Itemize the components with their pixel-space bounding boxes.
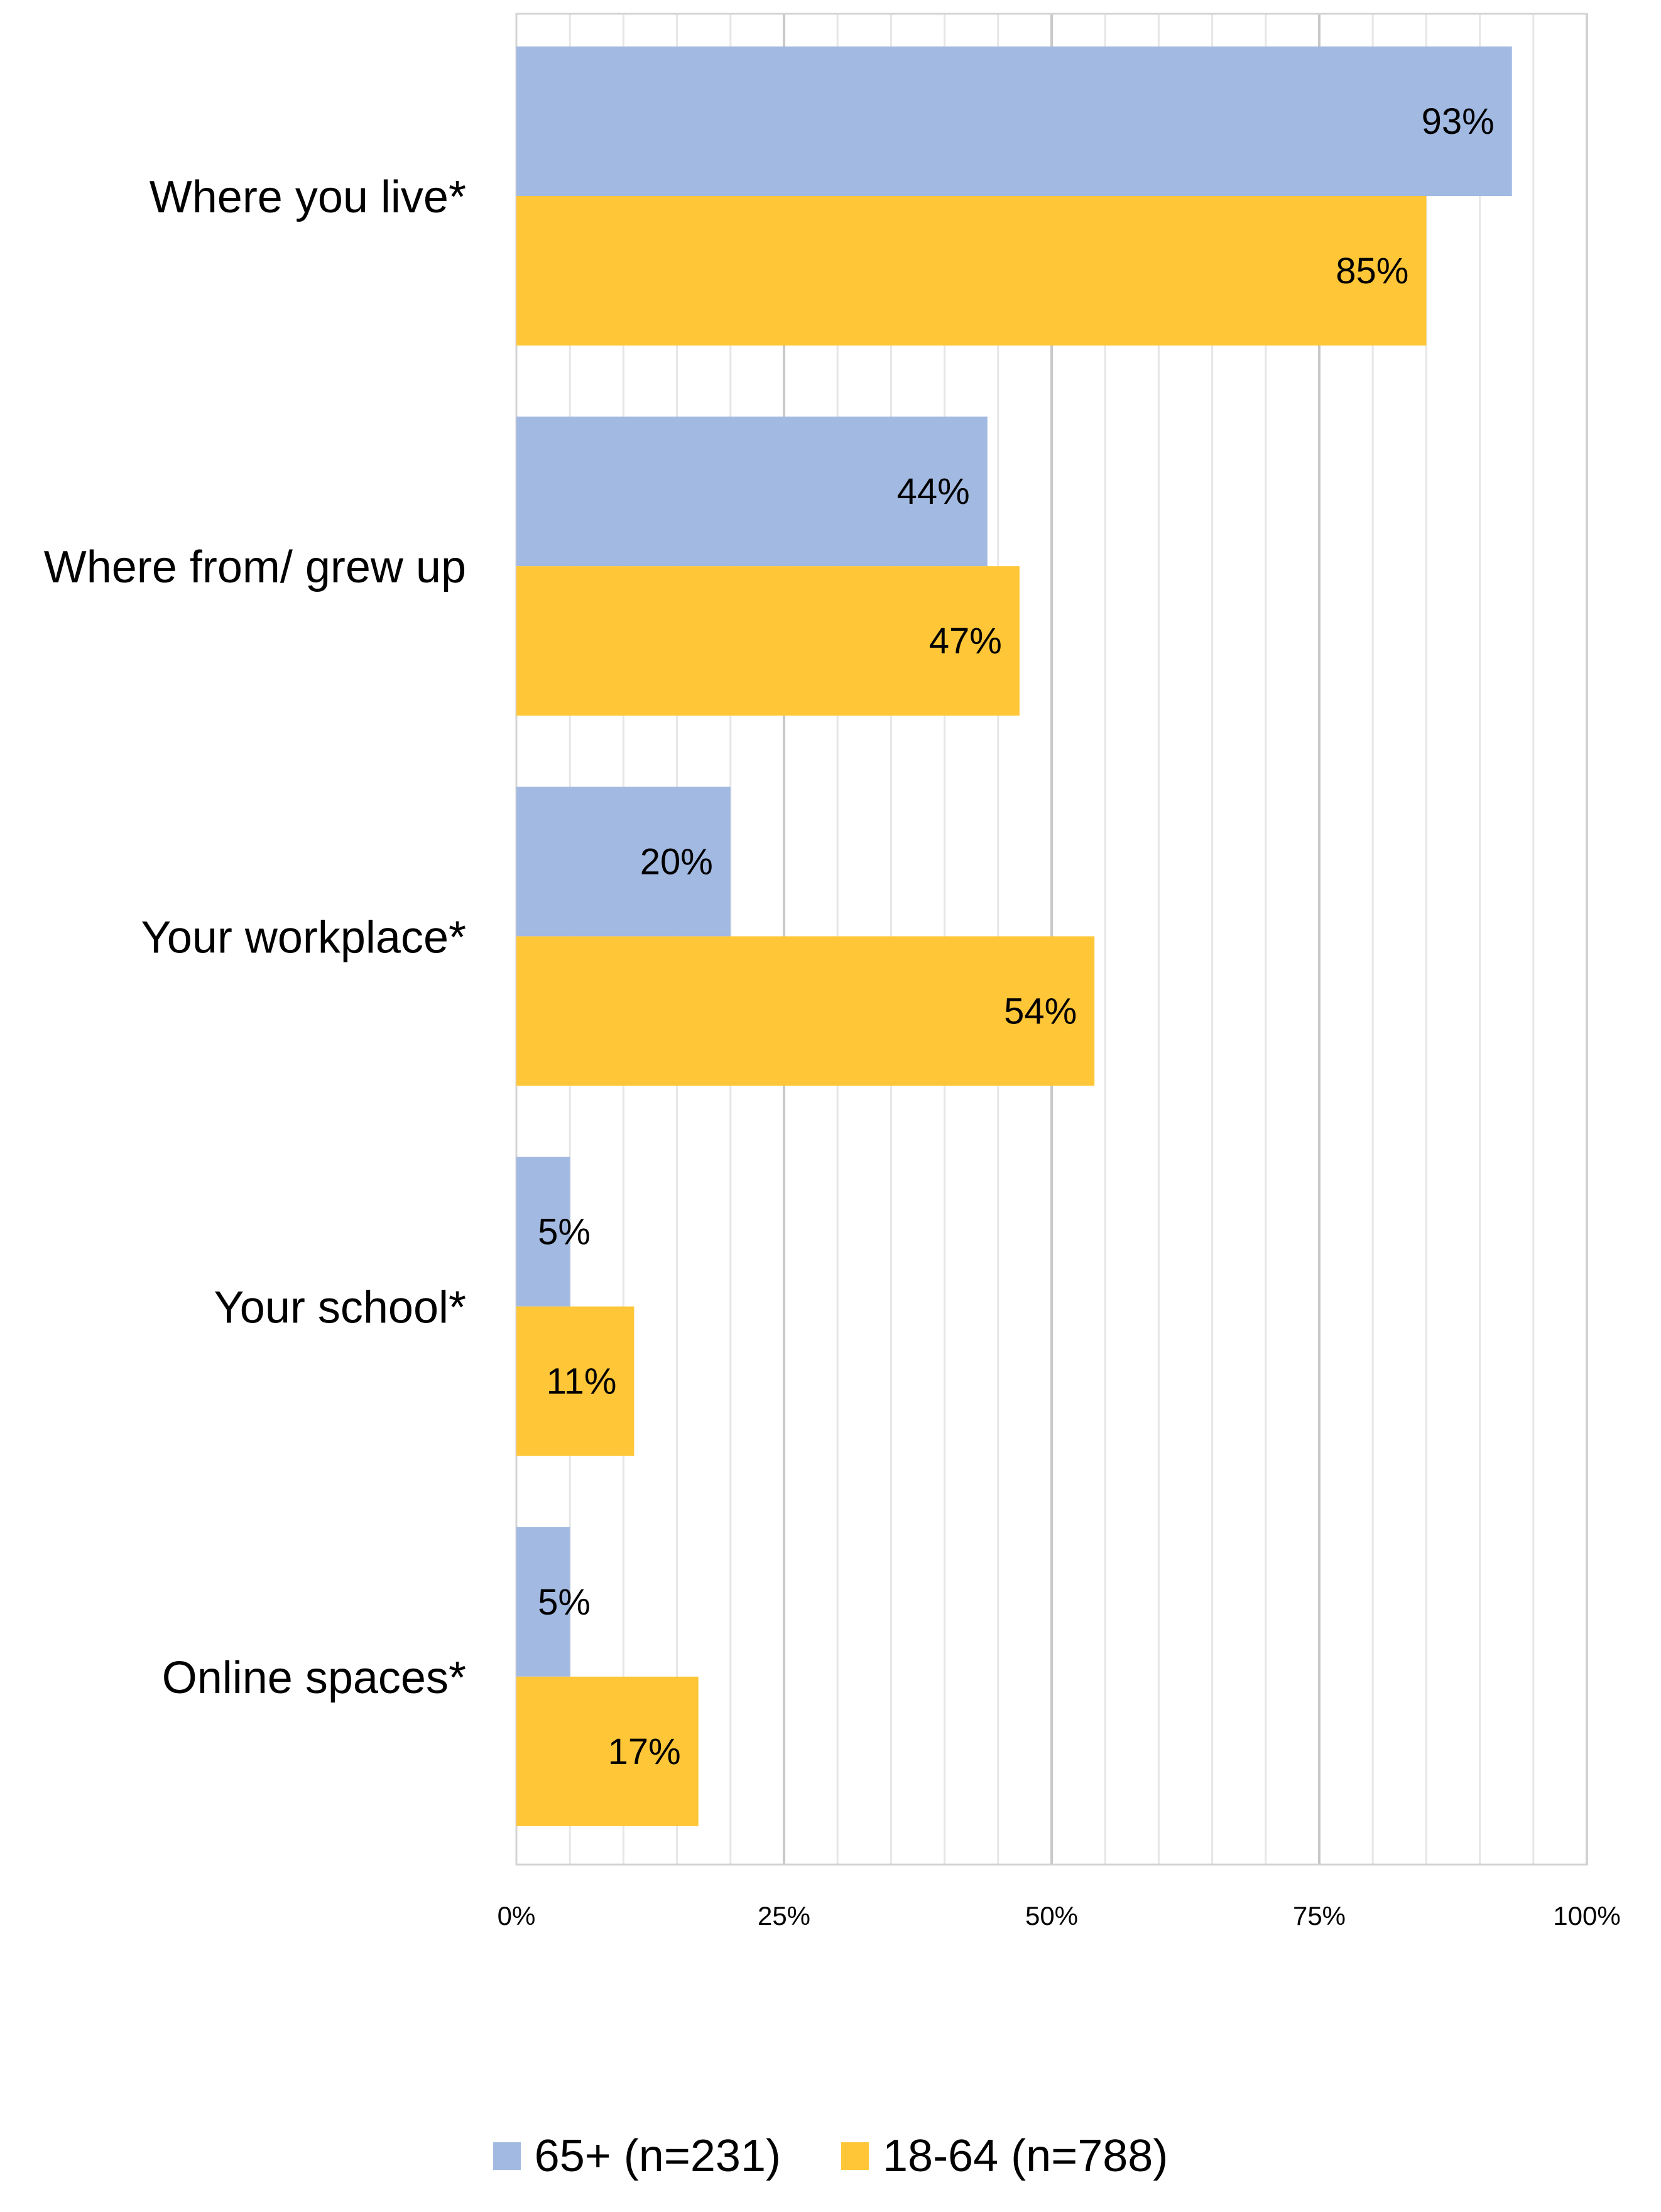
legend-swatch-18-64 (841, 2142, 869, 2170)
bar-18-64 (516, 196, 1427, 346)
x-tick-label: 75% (1293, 1901, 1346, 1931)
data-label: 54% (1004, 991, 1077, 1032)
bar-18-64 (516, 1306, 634, 1456)
data-label: 44% (897, 471, 970, 512)
x-tick-label: 100% (1553, 1901, 1620, 1931)
data-label: 5% (538, 1582, 591, 1623)
data-label: 5% (538, 1212, 591, 1253)
legend-item-18-64: 18-64 (n=788) (841, 2133, 1168, 2179)
legend-label-18-64: 18-64 (n=788) (882, 2131, 1168, 2181)
bars (516, 46, 1512, 1826)
data-label: 11% (547, 1361, 617, 1402)
data-labels: 93% 85% 44% 47% 20% 54% 5% 11% 5% 17% (538, 101, 1495, 1772)
data-label: 20% (640, 841, 713, 882)
data-label: 93% (1422, 101, 1495, 142)
x-tick-label: 50% (1025, 1901, 1078, 1931)
x-tick-label: 25% (758, 1901, 810, 1931)
legend-item-65plus: 65+ (n=231) (493, 2133, 781, 2179)
bar-65plus (516, 787, 731, 937)
bar-18-64 (516, 1676, 699, 1826)
bar-18-64 (516, 566, 1020, 716)
data-label: 85% (1336, 251, 1408, 291)
category-label: Your school* (214, 1283, 466, 1333)
data-label: 17% (608, 1731, 681, 1772)
bar-65plus (516, 46, 1512, 196)
category-label: Online spaces* (162, 1653, 466, 1703)
bar-65plus (516, 1527, 570, 1677)
category-label: Your workplace* (141, 912, 466, 962)
x-tick-label: 0% (498, 1901, 536, 1931)
category-label: Where you live* (150, 172, 466, 222)
data-label: 47% (929, 621, 1002, 662)
legend: 65+ (n=231) 18-64 (n=788) (0, 2133, 1661, 2179)
legend-swatch-65plus (493, 2142, 521, 2170)
legend-label-65plus: 65+ (n=231) (534, 2131, 781, 2181)
bar-18-64 (516, 936, 1095, 1086)
x-axis-ticks: 0% 25% 50% 75% 100% (498, 1901, 1621, 1931)
bar-65plus (516, 1157, 570, 1307)
category-labels: Where you live* Where from/ grew up Your w… (44, 172, 466, 1703)
category-label: Where from/ grew up (44, 542, 466, 592)
bar-65plus (516, 417, 988, 567)
